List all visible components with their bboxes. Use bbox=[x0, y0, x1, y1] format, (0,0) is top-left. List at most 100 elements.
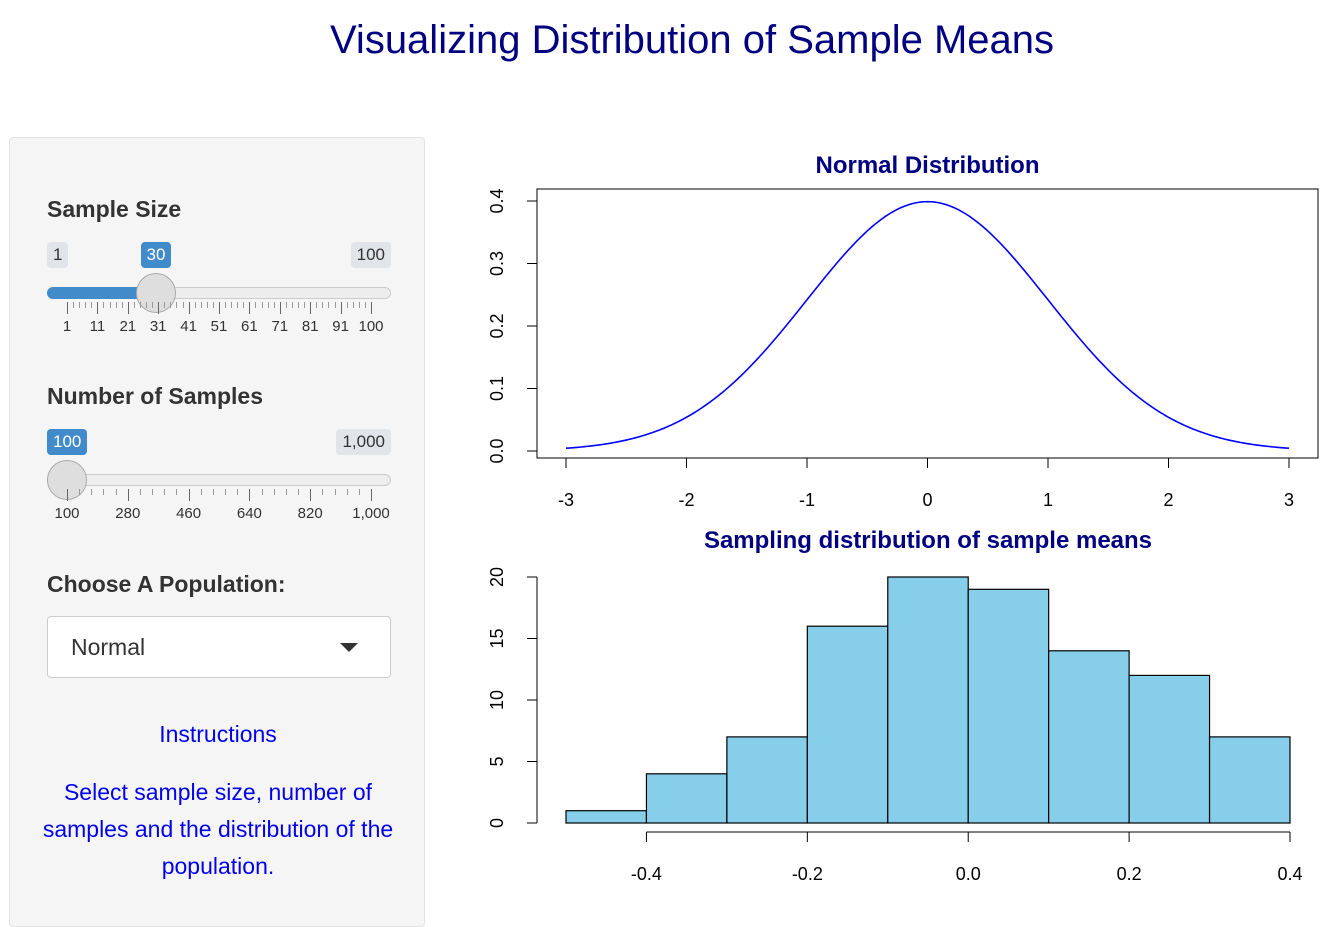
num-samples-grid-tick bbox=[298, 489, 300, 495]
num-samples-grid-tick bbox=[358, 489, 360, 495]
sample-size-grid-tick bbox=[219, 302, 220, 314]
chart-title: Normal Distribution bbox=[815, 152, 1039, 179]
sample-size-grid-label: 1 bbox=[62, 318, 72, 335]
num-samples-grid-tick bbox=[91, 489, 93, 495]
sample-size-grid-tick bbox=[231, 302, 233, 308]
histogram-bar bbox=[1128, 674, 1211, 824]
sampling-distribution-plot: Sampling distribution of sample means -0.… bbox=[470, 520, 1335, 900]
y-tick-label: 0.2 bbox=[487, 313, 507, 338]
sample-size-handle[interactable] bbox=[136, 273, 177, 313]
num-samples-grid-tick bbox=[346, 489, 348, 495]
sample-size-grid-label: 81 bbox=[301, 318, 319, 335]
num-samples-grid-tick bbox=[249, 489, 251, 501]
x-tick-label: 0.4 bbox=[1277, 864, 1302, 884]
sample-size-grid-tick bbox=[176, 302, 178, 308]
num-samples-grid-tick bbox=[371, 489, 372, 501]
num-samples-label: Number of Samples bbox=[47, 383, 263, 409]
histogram-bar bbox=[565, 810, 648, 824]
sample-size-grid-tick bbox=[158, 302, 160, 314]
num-samples-grid-label: 100 bbox=[54, 505, 80, 522]
num-samples-grid-label: 460 bbox=[176, 505, 202, 522]
sample-size-grid-tick bbox=[170, 302, 172, 308]
x-tick-label: -0.2 bbox=[792, 864, 823, 884]
num-samples-grid-tick bbox=[310, 489, 312, 501]
sample-size-grid-tick bbox=[358, 302, 360, 308]
sample-size-grid: 1 11 21 31 41 51 61 71 81 91 100 bbox=[47, 302, 391, 342]
num-samples-grid-tick bbox=[322, 489, 324, 495]
x-tick-label: -2 bbox=[678, 490, 694, 510]
num-samples-grid-label: 820 bbox=[297, 505, 323, 522]
plot-frame bbox=[536, 188, 1319, 459]
sample-size-grid-label: 61 bbox=[241, 318, 258, 335]
num-samples-grid-tick bbox=[200, 489, 202, 495]
y-tick-label: 10 bbox=[487, 690, 507, 710]
sample-size-fill bbox=[47, 287, 157, 299]
histogram-bar bbox=[1208, 736, 1291, 824]
num-samples-grid-tick bbox=[237, 489, 239, 495]
sample-size-grid-tick bbox=[206, 302, 208, 308]
sample-size-grid-label: 51 bbox=[210, 318, 228, 335]
sample-size-grid-tick bbox=[85, 302, 87, 308]
histogram-bar bbox=[1048, 650, 1130, 824]
sample-size-grid-tick bbox=[237, 302, 239, 308]
num-samples-grid-tick bbox=[115, 489, 117, 495]
sample-size-grid-tick bbox=[127, 302, 129, 314]
sample-size-grid-tick bbox=[310, 302, 312, 314]
sample-size-grid-tick bbox=[328, 302, 330, 308]
y-tick-label: 15 bbox=[487, 628, 507, 648]
sample-size-grid-tick bbox=[340, 302, 342, 314]
population-selected-value: Normal bbox=[71, 634, 146, 660]
sample-size-slider[interactable]: 1 100 30 1 11 21 31 41 51 61 71 81 91 100 bbox=[47, 242, 391, 342]
y-tick-label: 20 bbox=[487, 567, 507, 587]
chart-title: Sampling distribution of sample means bbox=[704, 527, 1152, 554]
sample-size-grid-label: 100 bbox=[358, 318, 384, 335]
sample-size-grid-tick bbox=[298, 302, 300, 308]
instructions-text: Select sample size, number of samples an… bbox=[42, 779, 394, 879]
sample-size-grid-tick bbox=[73, 302, 75, 308]
x-tick-label: 3 bbox=[1284, 490, 1294, 510]
x-tick-label: 1 bbox=[1043, 490, 1053, 510]
num-samples-grid: 100 280 460 640 820 1,000 bbox=[47, 489, 391, 529]
num-samples-grid-tick bbox=[212, 489, 214, 495]
normal-distribution-plot: Normal Distribution -3 -2 -1 0 1 2 3 0.0 0.1 0.2 0.… bbox=[470, 140, 1335, 520]
sample-size-grid-tick bbox=[285, 302, 287, 308]
sample-size-grid-tick bbox=[79, 302, 81, 308]
sample-size-min-label: 1 bbox=[47, 242, 69, 268]
sample-size-grid-tick bbox=[261, 302, 263, 308]
population-select[interactable]: Normal bbox=[47, 616, 391, 678]
y-tick-label: 5 bbox=[487, 756, 507, 766]
x-tick-label: 2 bbox=[1163, 490, 1173, 510]
density-curve-line bbox=[565, 200, 1290, 450]
sample-size-grid-tick bbox=[146, 302, 148, 308]
sidebar-panel: Sample Size 1 100 30 1 11 21 31 41 51 61 71 81 91… bbox=[9, 137, 425, 927]
x-tick-label: -3 bbox=[558, 490, 574, 510]
histogram-bar bbox=[967, 588, 1050, 824]
num-samples-track[interactable] bbox=[47, 474, 391, 486]
num-samples-grid-tick bbox=[79, 489, 81, 495]
sample-size-grid-label: 71 bbox=[271, 318, 289, 335]
num-samples-grid-tick bbox=[273, 489, 275, 495]
sample-size-grid-label: 11 bbox=[89, 318, 106, 335]
num-samples-slider[interactable]: 100 1,000 100 100 280 460 640 820 1,000 bbox=[47, 429, 391, 529]
y-tick-label: 0.1 bbox=[487, 376, 507, 401]
num-samples-value-label: 100 bbox=[47, 429, 88, 455]
sample-size-grid-tick bbox=[249, 302, 251, 314]
sample-size-grid-tick bbox=[225, 302, 227, 308]
num-samples-grid-tick bbox=[261, 489, 263, 495]
histogram-bar bbox=[806, 625, 889, 824]
sample-size-grid-tick bbox=[346, 302, 348, 308]
sample-size-grid-tick bbox=[352, 302, 354, 308]
sample-size-grid-tick bbox=[103, 302, 105, 308]
num-samples-grid-tick bbox=[67, 489, 68, 501]
num-samples-grid-tick bbox=[334, 489, 336, 495]
sample-size-grid-label: 91 bbox=[332, 318, 349, 335]
sample-size-grid-tick bbox=[200, 302, 202, 308]
num-samples-grid-tick bbox=[188, 489, 190, 501]
sample-size-grid-tick bbox=[182, 302, 184, 308]
sample-size-grid-tick bbox=[322, 302, 324, 308]
sample-size-grid-tick bbox=[188, 302, 190, 314]
num-samples-grid-label: 1,000 bbox=[352, 505, 390, 522]
histogram-bar bbox=[645, 773, 728, 824]
x-tick-label: 0.2 bbox=[1117, 864, 1142, 884]
sample-size-grid-tick bbox=[67, 302, 68, 314]
